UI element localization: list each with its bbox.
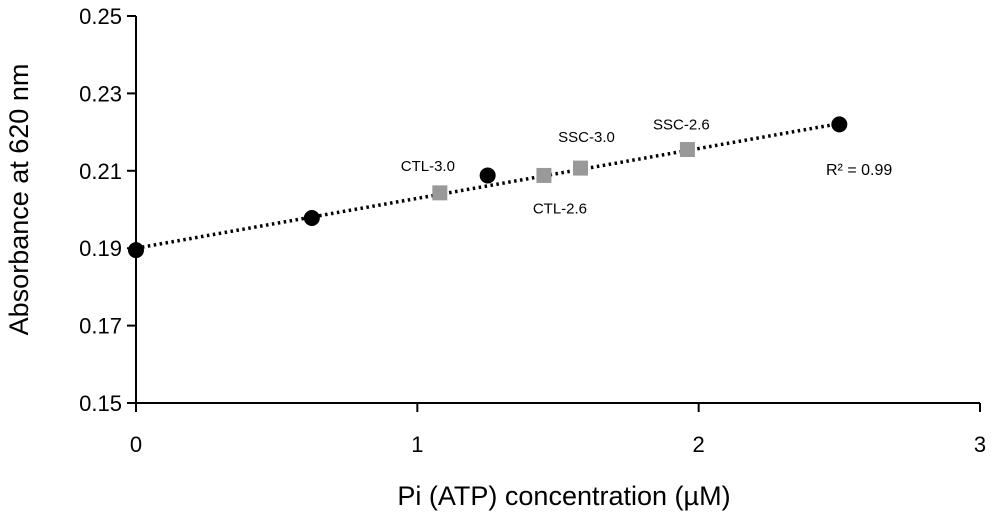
y-tick-label: 0.25	[79, 4, 122, 29]
chart-marks: CTL-3.0 CTL-2.6 SSC-3.0 SSC-2.6	[128, 116, 848, 259]
y-tick-label: 0.19	[79, 236, 122, 261]
y-tick-label: 0.21	[79, 159, 122, 184]
r-squared-label: R² = 0.99	[826, 162, 892, 179]
x-tick-label: 2	[693, 432, 705, 457]
sample-point	[573, 160, 589, 176]
standard-point	[303, 210, 320, 227]
standard-point	[128, 242, 144, 259]
trendline	[135, 121, 840, 250]
sample-point-label: SSC-2.6	[653, 117, 710, 134]
sample-point-label: CTL-2.6	[533, 200, 587, 217]
x-tick-label: 1	[411, 432, 423, 457]
x-tick-label: 3	[974, 432, 986, 457]
y-tick-label: 0.17	[79, 314, 122, 339]
sample-point	[679, 142, 695, 158]
sample-point	[536, 167, 552, 183]
sample-point-label: SSC-3.0	[558, 129, 615, 146]
y-tick-label: 0.23	[79, 81, 122, 106]
y-axis-title: Absorbance at 620 nm	[4, 64, 34, 336]
x-axis-title: Pi (ATP) concentration (µM)	[397, 481, 730, 511]
sample-point	[432, 185, 448, 201]
standard-point	[479, 167, 496, 184]
standard-point	[831, 116, 848, 133]
axes: 0.15 0.17 0.19 0.21 0.23 0.25 0 1 2 3	[79, 4, 986, 457]
y-tick-label: 0.15	[79, 391, 122, 416]
sample-point-label: CTL-3.0	[401, 158, 455, 175]
x-tick-label: 0	[130, 432, 142, 457]
